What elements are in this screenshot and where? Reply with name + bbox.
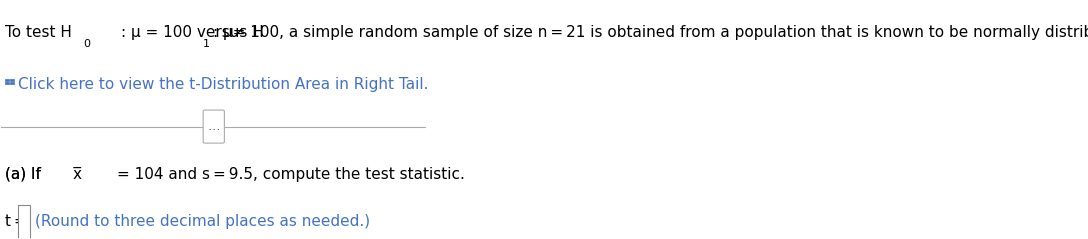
Text: (a) If: (a) If: [4, 167, 46, 182]
Text: : μ = 100 versus H: : μ = 100 versus H: [121, 25, 263, 40]
FancyBboxPatch shape: [203, 110, 224, 143]
Text: (Round to three decimal places as needed.): (Round to three decimal places as needed…: [35, 214, 370, 229]
Text: : μ≠ 100, a simple random sample of size n = 21 is obtained from a population th: : μ≠ 100, a simple random sample of size…: [213, 25, 1088, 40]
Text: (a) If: (a) If: [4, 167, 46, 182]
Text: = 104 and s = 9.5, compute the test statistic.: = 104 and s = 9.5, compute the test stat…: [113, 167, 465, 182]
Text: x̅: x̅: [73, 167, 82, 182]
Text: To test H: To test H: [4, 25, 72, 40]
Text: 0: 0: [83, 39, 90, 49]
FancyBboxPatch shape: [10, 79, 14, 81]
Text: 1: 1: [202, 39, 210, 49]
Text: Click here to view the t-Distribution Area in Right Tail.: Click here to view the t-Distribution Ar…: [18, 77, 429, 92]
Text: …: …: [208, 120, 220, 133]
FancyBboxPatch shape: [4, 82, 9, 84]
Text: t =: t =: [4, 214, 26, 229]
FancyBboxPatch shape: [10, 82, 14, 84]
FancyBboxPatch shape: [4, 79, 9, 81]
FancyBboxPatch shape: [17, 205, 30, 239]
